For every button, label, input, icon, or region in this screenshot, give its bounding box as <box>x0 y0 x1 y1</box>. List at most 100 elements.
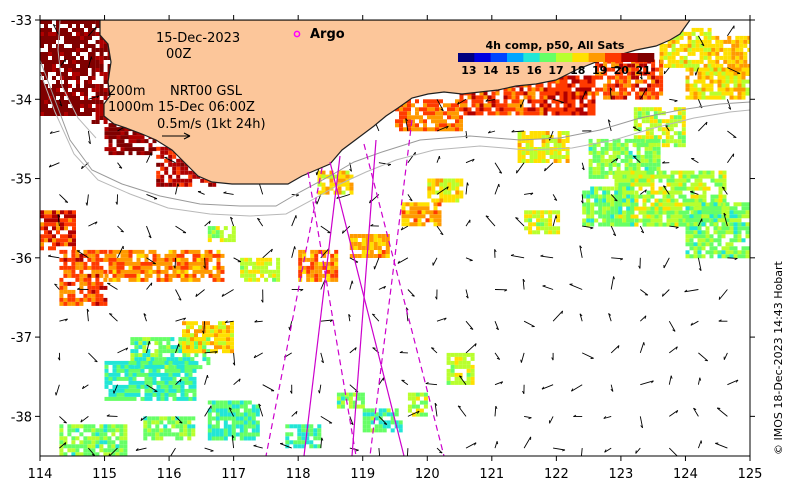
sst-pixel <box>162 337 166 341</box>
sst-pixel <box>213 266 217 270</box>
sst-pixel <box>584 96 588 100</box>
sst-pixel <box>129 147 133 151</box>
sst-pixel <box>653 163 657 167</box>
sst-pixel <box>647 171 651 175</box>
sst-pixel <box>40 112 44 116</box>
sst-pixel <box>684 44 688 48</box>
sst-pixel <box>696 60 700 64</box>
sst-pixel <box>60 48 64 52</box>
sst-pixel <box>662 139 666 143</box>
sst-pixel <box>739 52 743 56</box>
sst-pixel <box>160 151 164 155</box>
sst-pixel <box>722 246 726 250</box>
sst-pixel <box>730 242 734 246</box>
sst-pixel <box>643 219 647 223</box>
sst-pixel <box>354 234 358 238</box>
sst-pixel <box>395 119 399 123</box>
sst-pixel <box>580 88 584 92</box>
sst-pixel <box>60 52 64 56</box>
sst-pixel <box>655 175 659 179</box>
sst-pixel <box>224 226 228 230</box>
sst-pixel <box>592 92 596 96</box>
sst-pixel <box>738 88 742 92</box>
sst-pixel <box>653 155 657 159</box>
sst-pixel <box>88 28 92 32</box>
sst-pixel <box>165 397 169 401</box>
sst-pixel <box>412 405 416 409</box>
sst-pixel <box>202 337 206 341</box>
sst-pixel <box>244 405 248 409</box>
sst-pixel <box>363 428 367 432</box>
sst-pixel <box>722 88 726 92</box>
sst-pixel <box>64 72 68 76</box>
sst-pixel <box>107 448 111 452</box>
sst-pixel <box>100 108 104 112</box>
sst-pixel <box>169 373 173 377</box>
sst-pixel <box>84 100 88 104</box>
sst-pixel <box>173 397 177 401</box>
sst-pixel <box>576 88 580 92</box>
sst-pixel <box>165 254 169 258</box>
sst-pixel <box>719 183 723 187</box>
sst-pixel <box>224 409 228 413</box>
sst-pixel <box>650 131 654 135</box>
sst-pixel <box>706 238 710 242</box>
sst-pixel <box>158 353 162 357</box>
sst-pixel <box>362 250 366 254</box>
sst-pixel <box>349 405 353 409</box>
sst-pixel <box>512 91 516 95</box>
sst-pixel <box>149 393 153 397</box>
sst-pixel <box>107 428 111 432</box>
sst-pixel <box>611 84 615 88</box>
sst-pixel <box>212 401 216 405</box>
sst-pixel <box>746 246 750 250</box>
sst-pixel <box>52 238 56 242</box>
sst-pixel <box>44 36 48 40</box>
sst-pixel <box>666 131 670 135</box>
sst-pixel <box>698 242 702 246</box>
sst-pixel <box>655 215 659 219</box>
sst-pixel <box>125 385 129 389</box>
sst-pixel <box>91 270 95 274</box>
sst-pixel <box>44 100 48 104</box>
sst-pixel <box>182 341 186 345</box>
sst-pixel <box>202 333 206 337</box>
sst-pixel <box>619 215 623 219</box>
sst-pixel <box>480 99 484 103</box>
sst-pixel <box>742 246 746 250</box>
sst-pixel <box>631 179 635 183</box>
sst-pixel <box>471 373 475 377</box>
sst-pixel <box>530 151 534 155</box>
sst-pixel <box>609 171 613 175</box>
sst-pixel <box>40 234 44 238</box>
sst-pixel <box>660 60 664 64</box>
sst-pixel <box>104 72 108 76</box>
sst-pixel <box>103 298 107 302</box>
sst-pixel <box>730 76 734 80</box>
sst-pixel <box>402 214 406 218</box>
x-tick-label: 121 <box>479 467 504 482</box>
sst-pixel <box>679 175 683 179</box>
sst-pixel <box>113 369 117 373</box>
sst-pixel <box>548 104 552 108</box>
sst-pixel <box>743 44 747 48</box>
sst-pixel <box>706 206 710 210</box>
sst-pixel <box>72 56 76 60</box>
sst-pixel <box>663 171 667 175</box>
sst-pixel <box>67 282 71 286</box>
sst-pixel <box>256 258 260 262</box>
sst-pixel <box>63 286 67 290</box>
sst-pixel <box>240 437 244 441</box>
sst-pixel <box>160 155 164 159</box>
current-vector-head <box>179 344 180 347</box>
sst-pixel <box>52 68 56 72</box>
sst-pixel <box>594 191 598 195</box>
x-tick-label: 119 <box>350 467 375 482</box>
sst-pixel <box>63 270 67 274</box>
sst-pixel <box>625 155 629 159</box>
sst-pixel <box>149 262 153 266</box>
sst-pixel <box>158 349 162 353</box>
sst-pixel <box>40 210 44 214</box>
sst-pixel <box>688 60 692 64</box>
sst-pixel <box>451 365 455 369</box>
